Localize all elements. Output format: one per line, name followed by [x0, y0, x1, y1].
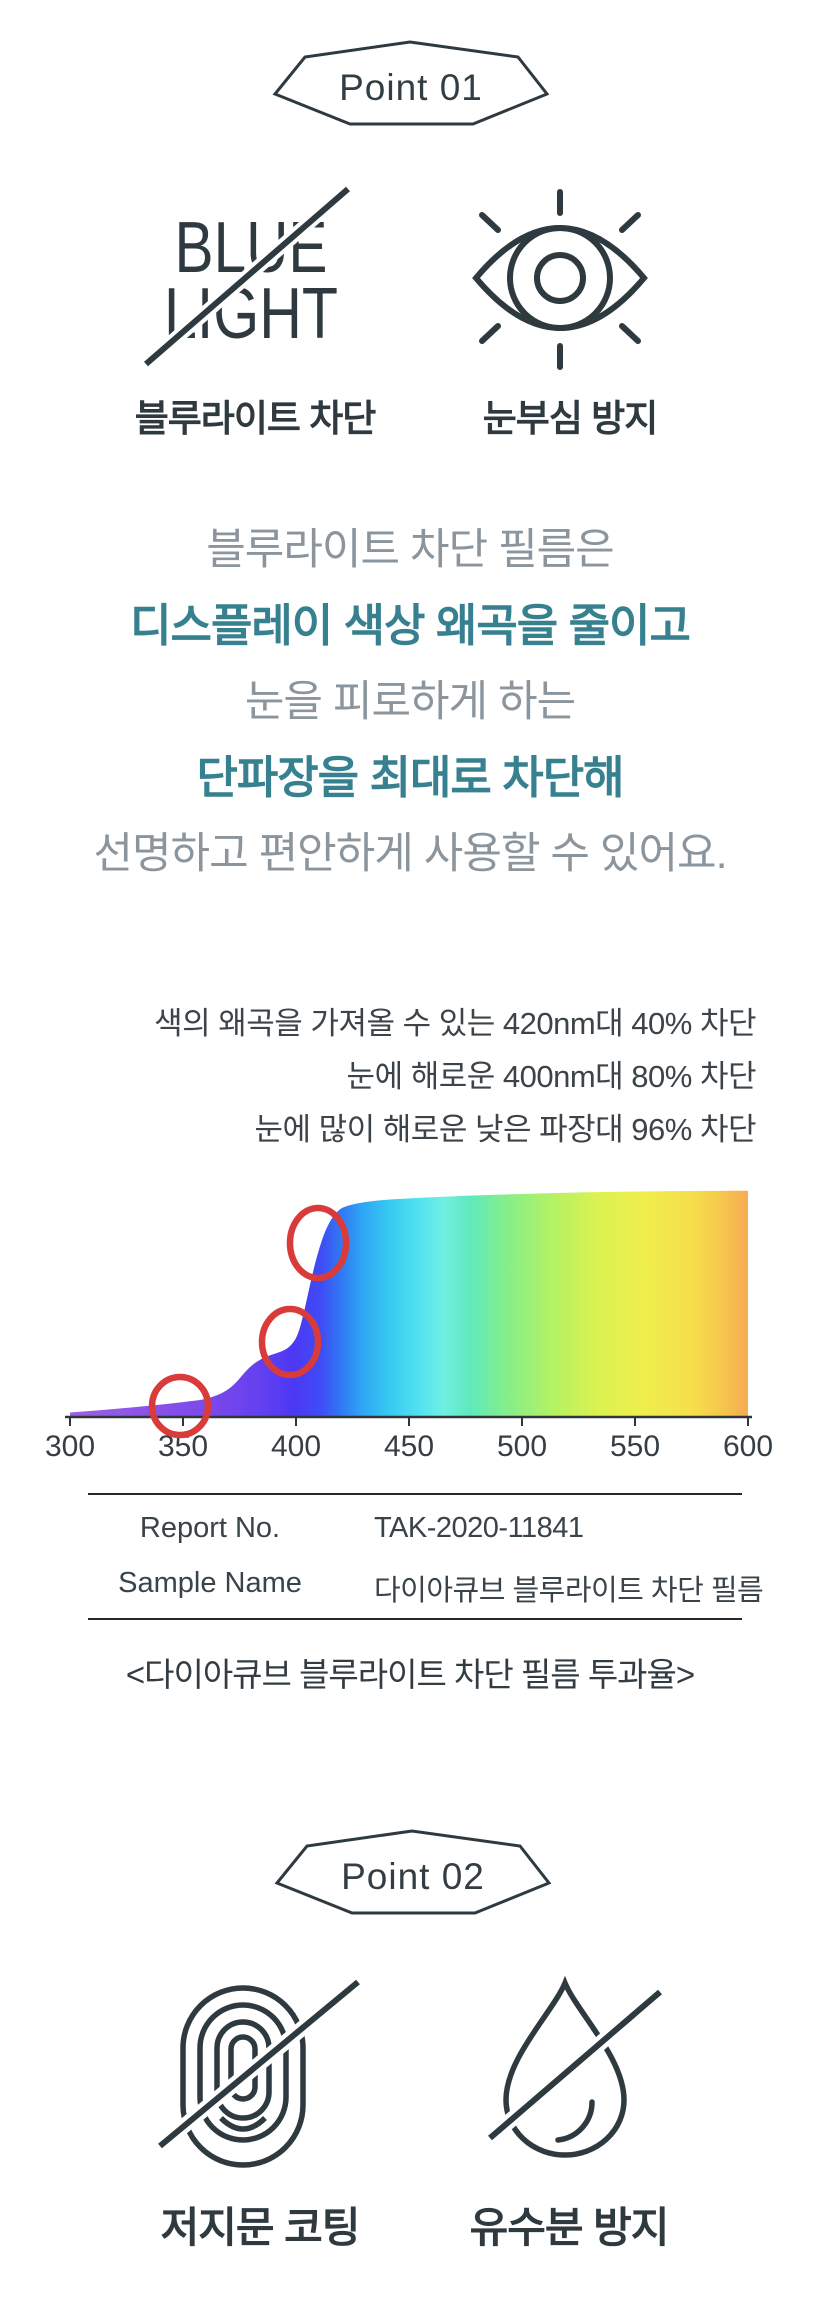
- x-axis-labels: 300 350 400 450 500 550 600: [45, 1430, 773, 1463]
- anti-fingerprint-icon: [158, 1979, 360, 2168]
- blue-light-blocked-icon: BLUE LIGHT: [144, 186, 350, 367]
- red-circle-marker-350nm: [148, 1373, 212, 1439]
- feature-label-antiglare: 눈부심 방지: [482, 398, 658, 439]
- intro-line-4: 단파장을 최대로 차단해: [196, 752, 624, 803]
- intro-paragraph: 블루라이트 차단 필름은 디스플레이 색상 왜곡을 줄이고 눈을 피로하게 하는…: [0, 512, 820, 892]
- x-tick-400: 400: [271, 1430, 321, 1463]
- red-circle-marker-412nm: [286, 1204, 350, 1282]
- chart-caption: <다이아큐브 블루라이트 차단 필름 투과율>: [125, 1656, 695, 1693]
- feature-label-waterrepel: 유수분 방지: [469, 2204, 670, 2251]
- point1-badge-label: Point 01: [339, 67, 483, 108]
- point1-badge: Point 01: [272, 40, 550, 126]
- point2-badge-label: Point 02: [341, 1856, 485, 1897]
- anti-glare-eye-icon: [472, 189, 648, 370]
- x-tick-550: 550: [610, 1430, 660, 1463]
- point2-badge: Point 02: [274, 1829, 552, 1915]
- red-circle-marker-400nm: [258, 1305, 322, 1379]
- intro-line-3: 눈을 피로하게 하는: [244, 678, 576, 726]
- x-tick-300: 300: [45, 1430, 95, 1463]
- blue-light-word-light: LIGHT: [164, 274, 338, 354]
- water-oil-repel-icon: [488, 1975, 662, 2158]
- chart-note-1: 색의 왜곡을 가져올 수 있는 420nm대 40% 차단: [154, 1006, 756, 1041]
- slash-line-icon: [488, 1989, 662, 2141]
- slash-line-icon: [144, 186, 350, 367]
- badge-outline-icon: [274, 1829, 552, 1915]
- slash-line-icon: [158, 1979, 360, 2149]
- x-tick-450: 450: [384, 1430, 434, 1463]
- chart-note-3: 눈에 많이 해로운 낮은 파장대 96% 차단: [254, 1112, 756, 1147]
- report-no-value: TAK-2020-11841: [374, 1512, 584, 1544]
- feature-label-bluelight: 블루라이트 차단: [134, 398, 377, 439]
- x-tick-600: 600: [723, 1430, 773, 1463]
- intro-line-1: 블루라이트 차단 필름은: [206, 526, 615, 574]
- report-no-label: Report No.: [139, 1512, 281, 1544]
- badge-outline-icon: [272, 40, 550, 126]
- chart-note-2: 눈에 해로운 400nm대 80% 차단: [346, 1059, 757, 1094]
- intro-line-5: 선명하고 편안하게 사용할 수 있어요.: [93, 830, 727, 878]
- chart-notes: 색의 왜곡을 가져올 수 있는 420nm대 40% 차단 눈에 해로운 400…: [0, 997, 756, 1156]
- intro-line-2: 디스플레이 색상 왜곡을 줄이고: [130, 600, 691, 651]
- table-bottom-rule: [88, 1618, 742, 1620]
- transmittance-spectrum-chart: 300 350 400 450 500 550 600: [45, 1190, 773, 1463]
- x-tick-500: 500: [497, 1430, 547, 1463]
- sample-name-value: 다이아큐브 블루라이트 차단 필름: [374, 1575, 764, 1607]
- spectrum-area: [70, 1190, 748, 1417]
- feature-label-antifingerprint: 저지문 코팅: [160, 2204, 361, 2251]
- table-top-rule: [88, 1493, 742, 1495]
- x-axis-ticks: [69, 1418, 749, 1426]
- sample-name-label: Sample Name: [118, 1567, 302, 1599]
